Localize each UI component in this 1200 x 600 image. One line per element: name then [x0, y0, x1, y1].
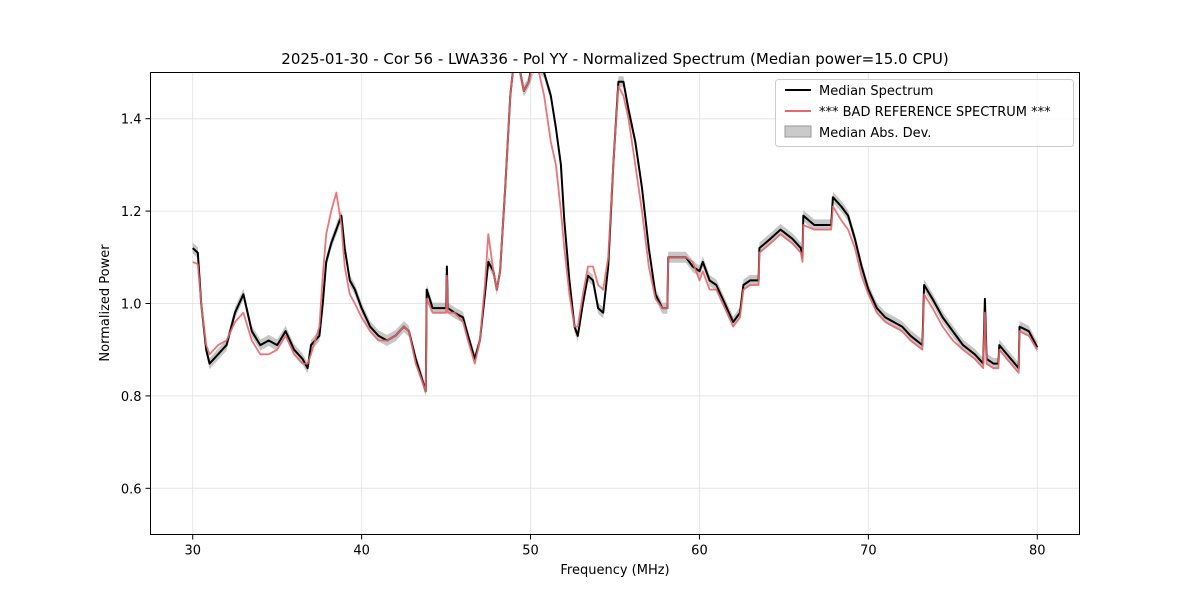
- legend-swatch-mad: [784, 125, 812, 138]
- x-tick-label: 30: [184, 544, 201, 559]
- legend-label-mad: Median Abs. Dev.: [819, 126, 931, 141]
- chart-title: 2025-01-30 - Cor 56 - LWA336 - Pol YY - …: [281, 50, 948, 68]
- y-tick-label: 1.0: [121, 298, 142, 313]
- median-spectrum-line: [192, 72, 1039, 393]
- legend-label-median: Median Spectrum: [819, 84, 933, 99]
- x-axis-label: Frequency (MHz): [560, 563, 669, 578]
- x-tick-label: 70: [860, 544, 877, 559]
- y-tick-label: 1.2: [121, 205, 142, 220]
- x-tick-label: 60: [691, 544, 708, 559]
- legend: Median Spectrum *** BAD REFERENCE SPECTR…: [775, 79, 1074, 147]
- reference-spectrum-line: [192, 72, 1039, 393]
- y-tick-label: 0.8: [121, 390, 142, 405]
- legend-box: [775, 79, 1074, 147]
- x-tick-label: 80: [1029, 544, 1046, 559]
- series-layer: [192, 72, 1039, 393]
- y-axis-label: Normalized Power: [98, 244, 113, 362]
- y-tick-label: 0.6: [121, 482, 142, 497]
- x-tick-label: 50: [522, 544, 539, 559]
- y-tick-label: 1.4: [121, 113, 142, 128]
- y-axis-ticks: 0.6 0.8 1.0 1.2 1.4: [121, 113, 151, 497]
- x-tick-label: 40: [353, 544, 370, 559]
- legend-label-reference: *** BAD REFERENCE SPECTRUM ***: [819, 105, 1051, 120]
- x-axis-ticks: 30 40 50 60 70 80: [184, 534, 1046, 559]
